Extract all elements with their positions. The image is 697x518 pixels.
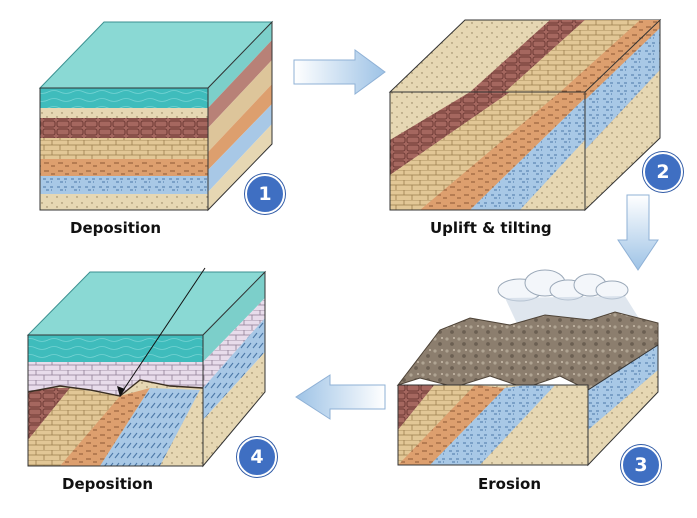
caption-step-1: Deposition <box>70 219 162 237</box>
pointer-line <box>119 267 206 396</box>
arrow-right-icon <box>293 49 386 95</box>
block-1-deposition <box>38 20 274 212</box>
caption-step-2: Uplift & tilting <box>430 219 552 237</box>
step-4-badge: 4 <box>237 437 277 477</box>
step-1-badge: 1 <box>245 174 285 214</box>
step-2-badge: 2 <box>643 152 683 192</box>
arrow-left-icon <box>295 374 386 420</box>
caption-step-4: Deposition <box>62 475 154 493</box>
cloud-icon <box>497 269 629 302</box>
block-4-deposition <box>26 267 267 468</box>
pointer-arrowhead <box>117 386 125 397</box>
block-1-water-front <box>40 88 208 108</box>
caption-step-3: Erosion <box>478 475 542 493</box>
block-3-erosion <box>396 269 659 467</box>
block-2-uplift <box>388 18 662 212</box>
arrow-down-icon <box>617 194 659 271</box>
step-3-badge: 3 <box>621 445 661 485</box>
